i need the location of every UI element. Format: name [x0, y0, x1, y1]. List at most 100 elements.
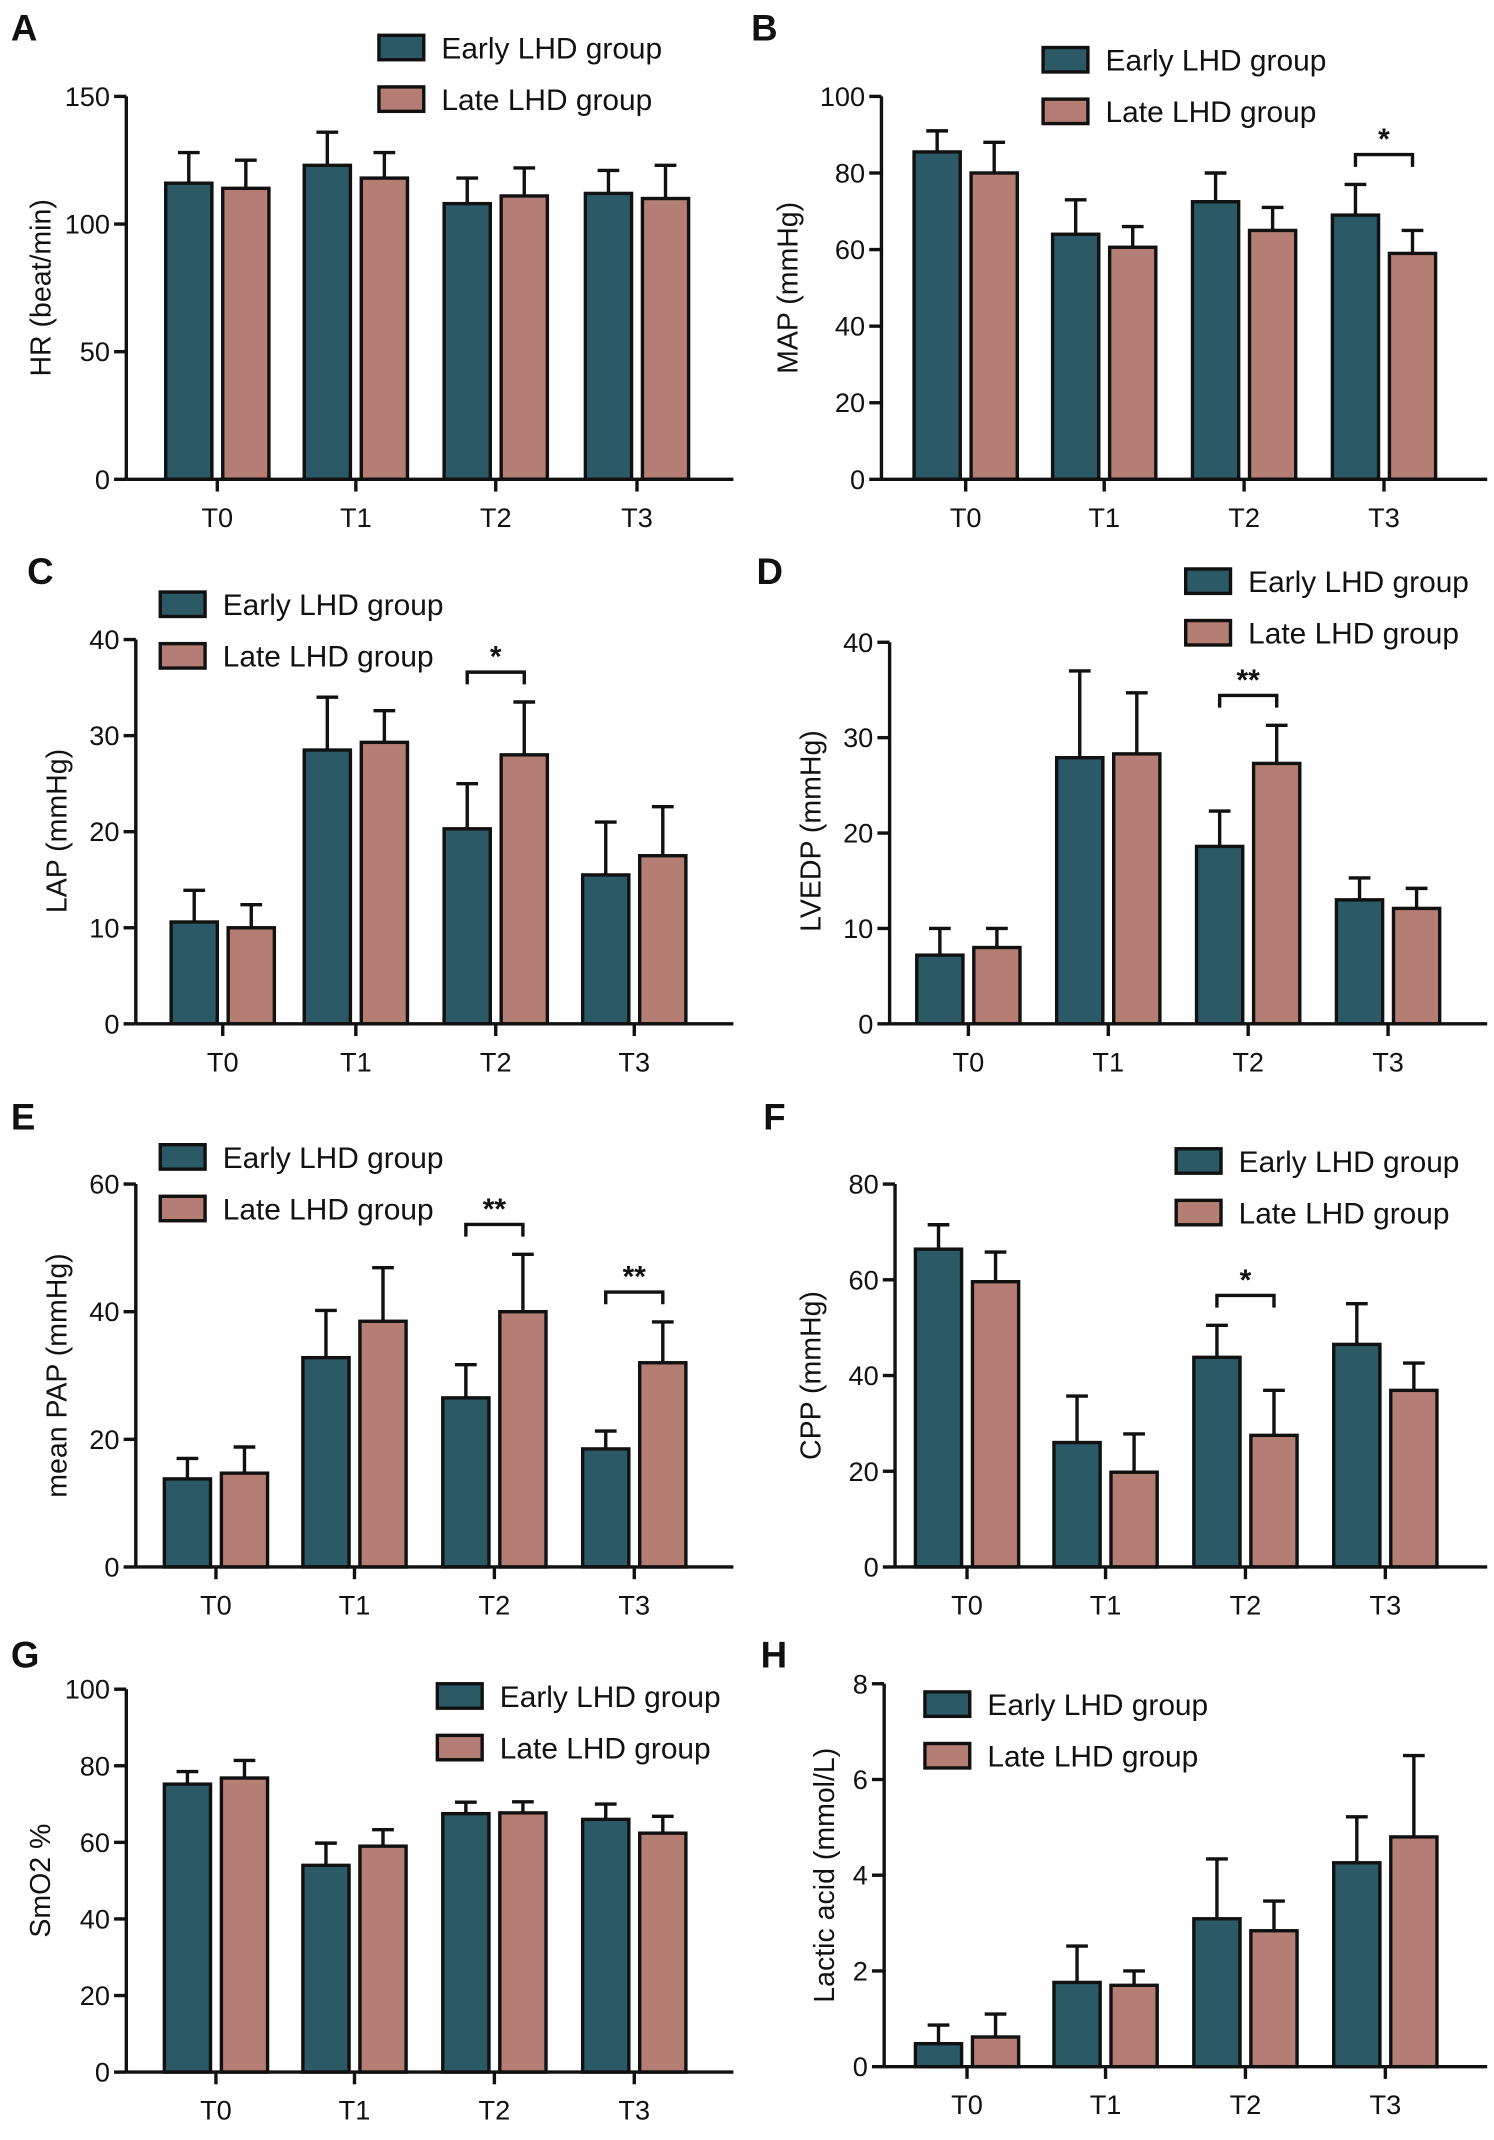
bar-early-t2: [441, 1396, 491, 1569]
y-tick-label: 0: [864, 1551, 879, 1582]
bar-late-t2: [1249, 1433, 1299, 1569]
y-tick-label: 20: [89, 1424, 119, 1455]
legend-swatch-early: [435, 1682, 484, 1710]
bar-early-t0: [912, 150, 962, 482]
significance-bracket: [1217, 693, 1279, 708]
bar-late-t0: [970, 2035, 1021, 2069]
x-tick-label: T2: [479, 2095, 511, 2126]
panel-b: B T0 T1 T2 T3 0 20 40 60 80 100 MAP (mmHg) Early LHD…: [751, 8, 1488, 533]
x-tick-label: T3: [618, 2095, 650, 2126]
bar-late-t1: [358, 1844, 408, 2074]
legend-swatch-early: [1174, 1147, 1223, 1175]
x-tick-label: T3: [618, 1590, 650, 1621]
y-tick-label: 0: [95, 464, 110, 495]
panel-label: H: [761, 1634, 787, 1675]
significance-bracket: [465, 670, 526, 685]
y-tick-label: 60: [835, 234, 865, 265]
bar-early-t3: [1332, 1342, 1382, 1569]
bar-early-t3: [1334, 898, 1385, 1026]
y-tick-label: 20: [80, 1980, 110, 2011]
significance-bracket: [464, 1222, 525, 1237]
x-tick-label: T0: [201, 502, 233, 533]
y-tick-label: 30: [843, 722, 873, 753]
x-tick-label: T2: [480, 502, 512, 533]
y-tick-label: 60: [849, 1264, 879, 1295]
y-axis-label: Lactic acid (mmol/L): [809, 1748, 841, 2003]
y-tick-label: 40: [89, 624, 119, 655]
bar-early-t0: [913, 2042, 964, 2069]
bar-early-t0: [164, 181, 214, 482]
bar-early-t2: [1194, 844, 1245, 1026]
y-tick-label: 4: [853, 1860, 868, 1891]
legend-swatch-late: [1041, 97, 1090, 126]
legend-label: Late LHD group: [987, 1741, 1198, 1774]
y-tick-label: 10: [89, 912, 119, 943]
legend-swatch-late: [923, 1741, 972, 1770]
bar-late-t1: [359, 176, 410, 482]
legend-label: Late LHD group: [223, 641, 434, 674]
legend-label: Late LHD group: [1248, 618, 1459, 651]
bar-early-t2: [1192, 1355, 1242, 1569]
bar-early-t2: [1192, 1917, 1242, 2069]
x-tick-label: T1: [1092, 1046, 1124, 1077]
significance-bracket: [1353, 152, 1415, 167]
legend-label: Early LHD group: [1248, 566, 1469, 599]
x-tick-label: T1: [339, 2095, 371, 2126]
y-axis-label: HR (beat/min): [25, 199, 57, 376]
bar-late-t3: [638, 854, 688, 1026]
x-tick-label: T0: [951, 2089, 983, 2120]
bar-late-t0: [972, 945, 1022, 1026]
bar-late-t1: [1109, 1470, 1159, 1569]
bar-early-t3: [583, 191, 634, 482]
legend-swatch-late: [158, 1194, 207, 1223]
x-tick-label: T3: [1369, 2089, 1401, 2120]
y-tick-label: 0: [104, 1551, 119, 1582]
x-tick-label: T2: [1228, 502, 1260, 533]
x-tick-label: T2: [479, 1590, 511, 1621]
y-tick-label: 0: [104, 1008, 119, 1039]
y-tick-label: 0: [853, 2051, 868, 2082]
x-tick-label: T1: [1090, 1590, 1122, 1621]
x-tick-label: T1: [1090, 2089, 1122, 2120]
legend-label: Early LHD group: [223, 1142, 444, 1175]
panel-a: A T0 T1 T2 T3 0 50 100 150 HR (beat/min) Early LHD…: [11, 8, 734, 533]
bar-early-t1: [1052, 1440, 1102, 1569]
legend-label: Late LHD group: [223, 1193, 434, 1226]
bar-late-t3: [1389, 1388, 1439, 1569]
x-tick-label: T0: [953, 1046, 985, 1077]
bar-late-t0: [969, 171, 1019, 482]
y-tick-label: 10: [843, 913, 873, 944]
y-axis-label: mean PAP (mmHg): [42, 1253, 74, 1497]
y-tick-label: 0: [858, 1008, 873, 1039]
x-tick-label: T0: [950, 502, 982, 533]
y-tick-label: 100: [820, 81, 865, 112]
legend-label: Late LHD group: [500, 1732, 711, 1765]
x-tick-label: T3: [1372, 1046, 1404, 1077]
bar-early-t0: [162, 1782, 213, 2074]
bar-early-t2: [442, 827, 493, 1026]
bar-early-t1: [1054, 755, 1105, 1026]
y-tick-label: 30: [89, 720, 119, 751]
legend-swatch-late: [435, 1733, 484, 1762]
y-axis-label: MAP (mmHg): [772, 202, 804, 374]
bar-late-t2: [1249, 1929, 1299, 2069]
panel-c: C T0 T1 T2 T3 0 10 20 30 40 LAP (mmHg) Early LHD gr…: [27, 551, 734, 1077]
bar-early-t0: [162, 1477, 213, 1569]
bar-late-t1: [358, 1319, 408, 1569]
y-tick-label: 20: [849, 1456, 879, 1487]
legend-swatch-late: [377, 85, 426, 114]
bar-late-t3: [1389, 1835, 1439, 2069]
panel-label: F: [763, 1097, 785, 1138]
bar-early-t3: [580, 1447, 631, 1569]
legend-label: Early LHD group: [1106, 45, 1327, 78]
y-tick-label: 50: [80, 336, 110, 367]
legend-label: Early LHD group: [223, 589, 444, 622]
y-tick-label: 80: [80, 1750, 110, 1781]
x-tick-label: T3: [621, 502, 653, 533]
panel-d: D T0 T1 T2 T3 0 10 20 30 40 LVEDP (mmHg) Early LHD …: [757, 551, 1488, 1077]
legend-swatch-early: [923, 1690, 972, 1719]
bar-early-t3: [580, 873, 631, 1026]
y-tick-label: 40: [843, 627, 873, 658]
x-tick-label: T1: [340, 502, 372, 533]
bar-early-t2: [1190, 200, 1241, 482]
